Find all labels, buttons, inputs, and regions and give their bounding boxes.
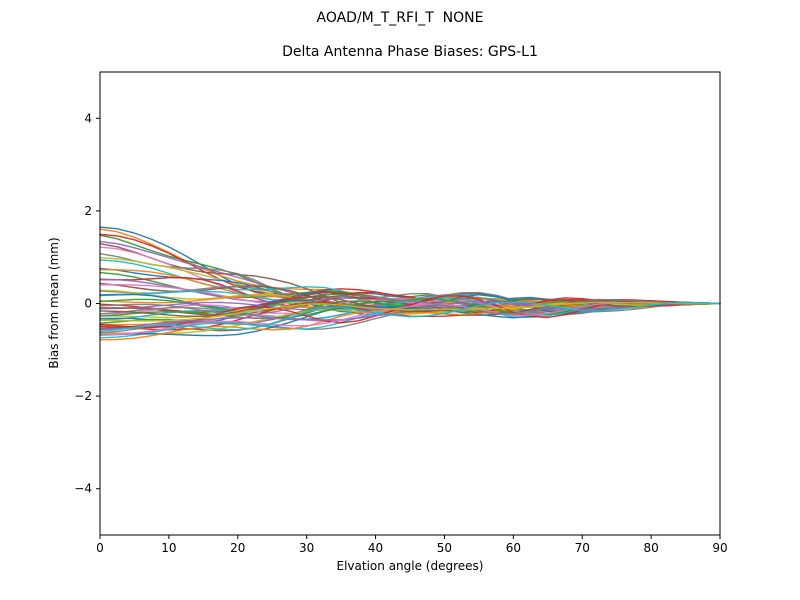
series-line [99, 301, 721, 332]
x-tick-label: 60 [506, 541, 521, 555]
axes-title: Delta Antenna Phase Biases: GPS-L1 [282, 44, 538, 60]
x-axis-label: Elvation angle (degrees) [336, 559, 484, 573]
series-line [99, 301, 721, 322]
x-tick-label: 0 [96, 541, 104, 555]
figure-suptitle: AOAD/M_T_RFI_T NONE [316, 10, 484, 26]
x-tick-label: 70 [575, 541, 590, 555]
y-axis-label: Bias from mean (mm) [47, 237, 61, 369]
y-tick-label: −4 [74, 482, 92, 496]
y-tick-label: 0 [84, 297, 92, 311]
y-tick-label: −2 [74, 389, 92, 403]
x-tick-label: 90 [712, 541, 727, 555]
x-tick-label: 40 [368, 541, 383, 555]
series-line [99, 296, 721, 317]
series-line [99, 302, 721, 335]
x-tick-label: 80 [643, 541, 658, 555]
series-line [99, 295, 721, 316]
x-tick-label: 20 [230, 541, 245, 555]
y-tick-label: 4 [84, 111, 92, 125]
x-tick-label: 50 [437, 541, 452, 555]
y-tick-label: 2 [84, 204, 92, 218]
x-tick-label: 10 [161, 541, 176, 555]
x-tick-label: 30 [299, 541, 314, 555]
